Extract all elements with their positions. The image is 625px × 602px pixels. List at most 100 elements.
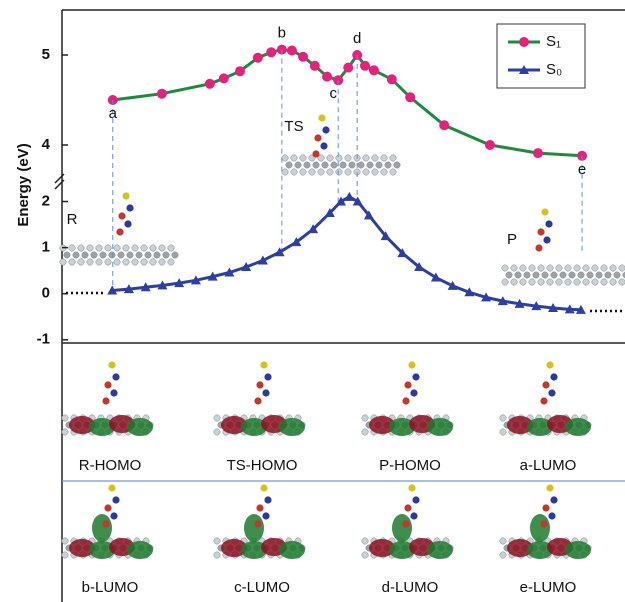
orbital-lobe bbox=[427, 418, 453, 436]
atom bbox=[528, 278, 536, 286]
orbital-lobe bbox=[241, 418, 267, 436]
orbital-lobe bbox=[389, 541, 415, 559]
point bbox=[497, 296, 508, 306]
atom bbox=[523, 271, 531, 279]
point bbox=[324, 208, 335, 218]
atom bbox=[371, 168, 379, 176]
orbital-lobe bbox=[565, 418, 591, 436]
structure-label: R bbox=[67, 211, 78, 228]
atom bbox=[262, 512, 270, 520]
orbital-lobe bbox=[369, 539, 395, 557]
atom bbox=[519, 264, 527, 272]
atom bbox=[402, 520, 410, 528]
atom bbox=[389, 168, 397, 176]
atom bbox=[568, 271, 576, 279]
atom bbox=[550, 271, 558, 279]
atom bbox=[110, 389, 118, 397]
atom bbox=[528, 264, 536, 272]
axis-break bbox=[54, 179, 65, 190]
atom bbox=[548, 389, 556, 397]
structure-label: P bbox=[507, 231, 517, 248]
point bbox=[309, 60, 320, 71]
atom bbox=[622, 271, 625, 279]
orbital-lobe bbox=[565, 541, 591, 559]
point bbox=[308, 224, 319, 234]
atom bbox=[122, 192, 130, 200]
atom bbox=[149, 258, 157, 266]
atom bbox=[102, 520, 110, 528]
atom bbox=[582, 264, 590, 272]
atom bbox=[262, 389, 270, 397]
atom bbox=[124, 220, 132, 228]
y-tick-label: 0 bbox=[42, 285, 50, 302]
atom bbox=[260, 484, 268, 492]
point bbox=[514, 298, 525, 308]
point bbox=[405, 92, 416, 103]
atom bbox=[122, 244, 130, 252]
atom bbox=[171, 251, 179, 259]
point bbox=[363, 210, 374, 220]
atom bbox=[126, 204, 134, 212]
atom bbox=[95, 244, 103, 252]
atom bbox=[344, 154, 352, 162]
series-line bbox=[112, 195, 581, 312]
orbital-lobe bbox=[244, 514, 264, 542]
atom bbox=[213, 414, 221, 422]
point bbox=[344, 191, 355, 201]
point bbox=[224, 267, 235, 277]
atom bbox=[86, 244, 94, 252]
point bbox=[414, 261, 425, 271]
atom bbox=[540, 520, 548, 528]
orbital-lobe bbox=[279, 418, 305, 436]
atom bbox=[254, 520, 262, 528]
atom bbox=[499, 551, 507, 559]
atom bbox=[361, 551, 369, 559]
point bbox=[532, 148, 543, 159]
atom bbox=[131, 244, 139, 252]
atom bbox=[543, 236, 551, 244]
point bbox=[123, 284, 134, 294]
atom bbox=[618, 278, 625, 286]
atom bbox=[61, 414, 69, 422]
atom bbox=[317, 168, 325, 176]
point bbox=[380, 231, 391, 241]
atom bbox=[532, 271, 540, 279]
atom bbox=[371, 154, 379, 162]
atom bbox=[384, 161, 392, 169]
atom bbox=[618, 264, 625, 272]
atom bbox=[577, 271, 585, 279]
atom bbox=[335, 168, 343, 176]
legend-label: S₁ bbox=[546, 33, 561, 50]
orbital-lobe bbox=[221, 416, 247, 434]
atom bbox=[600, 264, 608, 272]
atom bbox=[380, 168, 388, 176]
orbital-label: b-LUMO bbox=[82, 579, 139, 596]
point bbox=[291, 237, 302, 247]
point bbox=[397, 248, 408, 258]
orbital-lobe bbox=[279, 541, 305, 559]
atom bbox=[348, 161, 356, 169]
atom bbox=[366, 161, 374, 169]
orbital-lobe bbox=[241, 541, 267, 559]
atom bbox=[317, 154, 325, 162]
point bbox=[564, 304, 575, 314]
orbital-label: d-LUMO bbox=[382, 579, 439, 596]
atom bbox=[501, 278, 509, 286]
legend-marker bbox=[519, 37, 529, 47]
legend-marker bbox=[519, 65, 529, 74]
orbital-label: P-HOMO bbox=[379, 457, 441, 474]
atom bbox=[559, 271, 567, 279]
point bbox=[156, 88, 167, 99]
atom bbox=[108, 251, 116, 259]
atom bbox=[499, 428, 507, 436]
point bbox=[257, 255, 268, 265]
structure-label: TS bbox=[284, 118, 303, 135]
orbital-lobe bbox=[389, 418, 415, 436]
y-tick-label: 4 bbox=[42, 136, 51, 153]
atom bbox=[408, 361, 416, 369]
point bbox=[352, 196, 363, 206]
atom bbox=[162, 251, 170, 259]
atom bbox=[404, 504, 412, 512]
point bbox=[204, 78, 215, 89]
atom bbox=[131, 258, 139, 266]
